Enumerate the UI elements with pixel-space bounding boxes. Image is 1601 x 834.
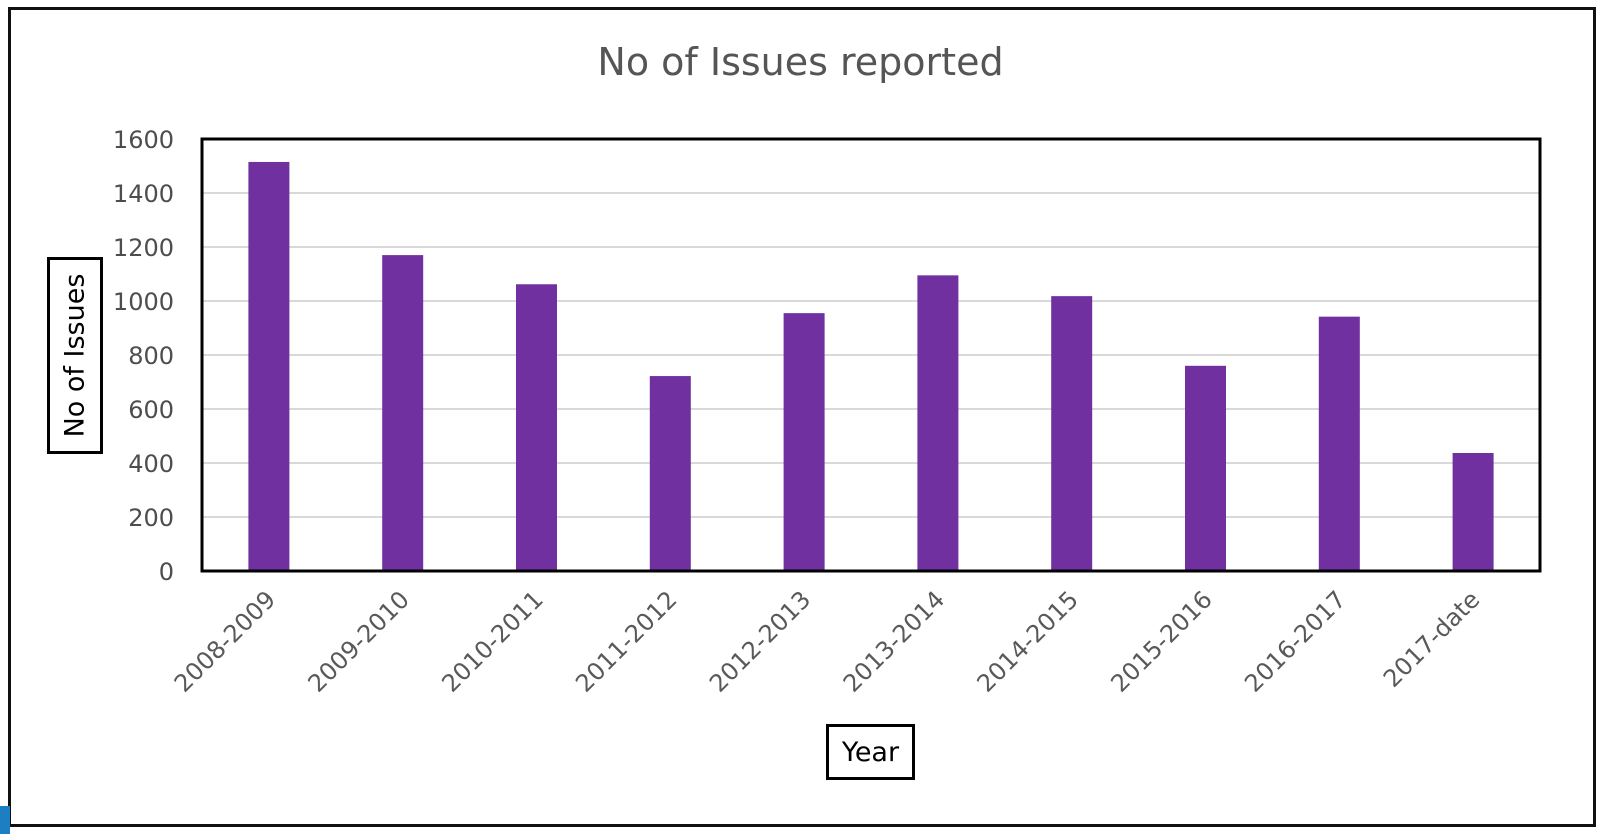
plot-border [200,137,1542,573]
y-tick-label: 800 [128,342,174,370]
x-tick-label: 2015-2016 [1105,585,1217,697]
bar-2012-2013 [783,313,825,571]
y-tick-label: 400 [128,450,174,478]
corner-accent [0,806,10,834]
y-axis-title: No of Issues [59,273,91,438]
bar-2017-date [1452,453,1494,571]
bar-2010-2011 [516,284,557,571]
bar-2013-2014 [917,275,959,571]
y-tick-label: 1600 [113,126,174,154]
x-tick-label: 2017-date [1378,585,1485,692]
bar-2016-2017 [1318,316,1360,571]
y-tick-label: 1400 [113,180,174,208]
y-tick-label: 1200 [113,234,174,262]
x-axis-title: Year [841,736,900,768]
y-axis-title-box: No of Issues [47,257,103,454]
y-tick-label: 0 [159,558,174,586]
bar-2014-2015 [1051,296,1093,571]
bar-2009-2010 [382,255,424,571]
x-tick-label: 2010-2011 [436,585,548,697]
y-tick-label: 600 [128,396,174,424]
chart-title: No of Issues reported [597,40,1004,84]
bar-2011-2012 [649,376,691,571]
x-tick-label: 2016-2017 [1239,585,1351,697]
bar-2008-2009 [248,161,290,571]
x-tick-label: 2013-2014 [838,585,950,697]
bars [248,161,1494,571]
x-tick-labels: 2008-2009 2009-2010 2010-2011 2011-2012 2012… [169,585,1486,697]
x-axis-title-box: Year [826,724,915,780]
bar-2015-2016 [1185,365,1226,571]
x-tick-label: 2009-2010 [303,585,415,697]
x-tick-label: 2012-2013 [704,585,816,697]
x-tick-label: 2008-2009 [169,585,281,697]
y-tick-labels: 0 200 400 600 800 1000 1200 1400 1600 [113,126,174,586]
y-tick-label: 1000 [113,288,174,316]
x-tick-label: 2011-2012 [570,585,682,697]
y-tick-label: 200 [128,504,174,532]
x-tick-label: 2014-2015 [972,585,1084,697]
